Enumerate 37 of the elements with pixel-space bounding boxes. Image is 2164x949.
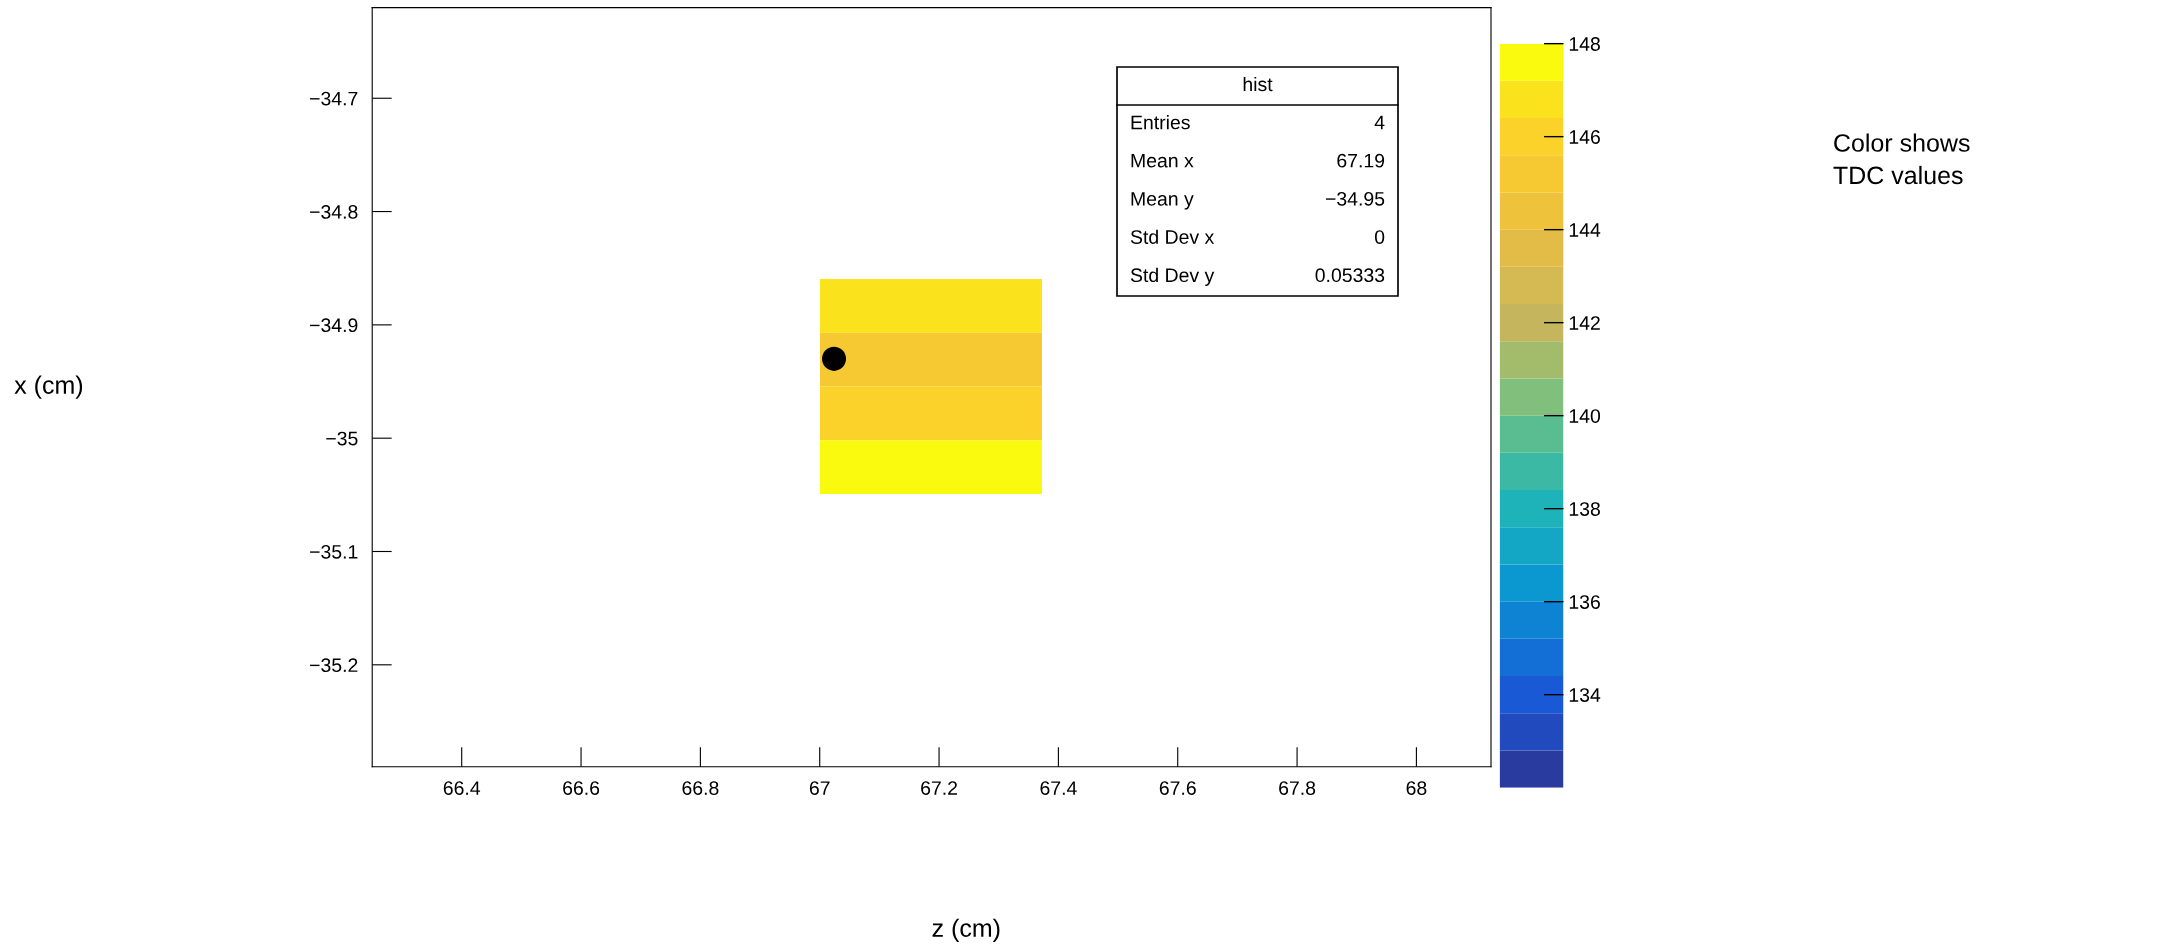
annotation: −34.95 [1325, 191, 1385, 206]
color-bar-title: Color shows TDC values [1833, 133, 1970, 185]
color-bar-label: 138 [1569, 502, 1600, 516]
color-bar-label: 144 [1569, 223, 1601, 237]
annotation: Mean y [1131, 192, 1194, 210]
annotation: Std Dev x [1130, 229, 1215, 244]
annotation: 0 [1374, 230, 1385, 244]
y-axis-title: x (cm) [14, 375, 83, 399]
color-bar-label: 146 [1569, 130, 1600, 144]
y-tick-label: −35.1 [310, 544, 358, 559]
annotation: Entries [1131, 115, 1190, 130]
x-tick-label: 67.8 [1279, 781, 1316, 795]
annotation: Std Dev y [1130, 267, 1215, 286]
color-bar-label: 142 [1569, 316, 1600, 330]
x-tick-label: 66.4 [443, 781, 481, 795]
annotation: 0.05333 [1315, 268, 1385, 283]
color-bar-label: 134 [1569, 688, 1601, 702]
annotation: hist [1243, 76, 1273, 92]
x-tick-label: 66.8 [682, 781, 719, 795]
x-tick-label: 67.4 [1040, 781, 1077, 795]
y-tick-label: −34.9 [310, 318, 358, 333]
x-tick-label: 67.6 [1159, 781, 1196, 795]
x-tick-label: 66.6 [563, 781, 600, 795]
x-axis-title: z (cm) [932, 918, 1000, 942]
annotation: 4 [1374, 115, 1385, 130]
x-tick-label: 67.2 [921, 781, 958, 795]
annotation: Mean x [1131, 153, 1194, 168]
y-tick-label: −34.7 [310, 91, 358, 106]
color-bar-label: 136 [1569, 595, 1600, 609]
annotation: 67.19 [1337, 153, 1385, 168]
x-tick-label: 68 [1406, 781, 1427, 795]
x-tick-label: 67 [809, 781, 830, 795]
color-bar-label: 140 [1569, 409, 1601, 423]
color-bar-label: 148 [1569, 37, 1600, 51]
y-tick-label: −35 [326, 431, 358, 446]
y-tick-label: −34.8 [310, 205, 358, 219]
y-tick-label: −35.2 [310, 658, 358, 673]
